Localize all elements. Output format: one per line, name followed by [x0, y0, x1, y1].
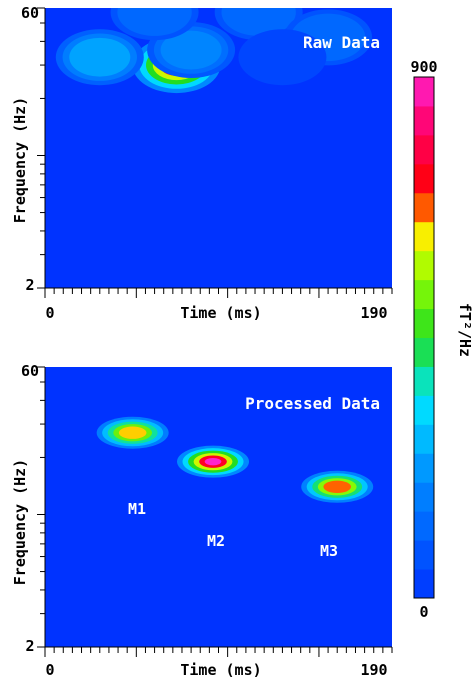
raw-x-max-tick-label: 190: [360, 304, 387, 322]
colorbar-max-label: 900: [410, 58, 437, 76]
colorbar: 900 0 fT²/Hz: [410, 58, 474, 621]
processed-heat-blobs: [96, 416, 374, 503]
raw-y-ticks: [37, 7, 46, 289]
colorbar-band: [414, 569, 434, 599]
colorbar-band: [414, 192, 434, 223]
colorbar-band: [414, 163, 434, 194]
raw-y-axis-label: Frequency (Hz): [11, 97, 29, 223]
raw-y-max-tick-label: 60: [21, 4, 39, 22]
colorbar-band: [414, 134, 434, 165]
raw-data-panel: Raw Data 60 2 Frequency (Hz) 0 190 Time …: [11, 4, 393, 322]
processed-x-min-tick-label: 0: [45, 661, 54, 679]
raw-y-min-tick-label: 2: [25, 276, 34, 294]
processed-y-max-tick-label: 60: [21, 362, 39, 380]
blob-2-contour-2: [160, 30, 222, 70]
colorbar-band: [414, 250, 434, 281]
colorbar-band: [414, 279, 434, 310]
raw-x-axis-label: Time (ms): [180, 304, 261, 322]
colorbar-band: [414, 453, 434, 483]
processed-plot-background: [45, 367, 392, 647]
blob-m2-contour-5: [204, 457, 222, 466]
blob-m3-contour-4: [323, 480, 352, 494]
colorbar-unit-label: fT²/Hz: [456, 303, 474, 357]
raw-x-min-tick-label: 0: [45, 304, 54, 322]
colorbar-band: [414, 482, 434, 512]
processed-y-min-tick-label: 2: [25, 637, 34, 655]
colorbar-band: [414, 105, 434, 136]
blob-1-contour-2: [69, 37, 131, 77]
colorbar-band: [414, 540, 434, 570]
processed-x-ticks: [44, 646, 393, 657]
colorbar-band: [414, 366, 434, 396]
blob-m1-contour-4: [118, 426, 147, 439]
raw-x-ticks: [44, 287, 393, 298]
blob-6-contour-0: [238, 29, 327, 86]
processed-y-ticks: [37, 366, 46, 648]
processed-x-axis-label: Time (ms): [180, 661, 261, 679]
colorbar-bands: [414, 77, 434, 599]
blob-3-contour-1: [117, 8, 192, 36]
processed-data-panel: Processed Data M1 M2 M3 60 2 Frequency (…: [11, 362, 393, 679]
m2-label: M2: [207, 532, 225, 550]
m3-label: M3: [320, 542, 338, 560]
processed-x-max-tick-label: 190: [360, 661, 387, 679]
processed-y-axis-label: Frequency (Hz): [11, 459, 29, 585]
colorbar-min-label: 0: [419, 603, 428, 621]
colorbar-frame: [413, 76, 435, 599]
colorbar-band: [414, 395, 434, 425]
colorbar-band: [414, 77, 434, 107]
colorbar-band: [414, 511, 434, 541]
colorbar-band: [414, 221, 434, 252]
m1-label: M1: [128, 500, 146, 518]
blob-4-contour-1: [221, 8, 296, 36]
processed-panel-title: Processed Data: [245, 394, 380, 413]
raw-panel-title: Raw Data: [303, 33, 380, 52]
raw-heat-blobs: [55, 8, 373, 94]
colorbar-band: [414, 337, 434, 367]
colorbar-band: [414, 308, 434, 338]
colorbar-band: [414, 424, 434, 454]
